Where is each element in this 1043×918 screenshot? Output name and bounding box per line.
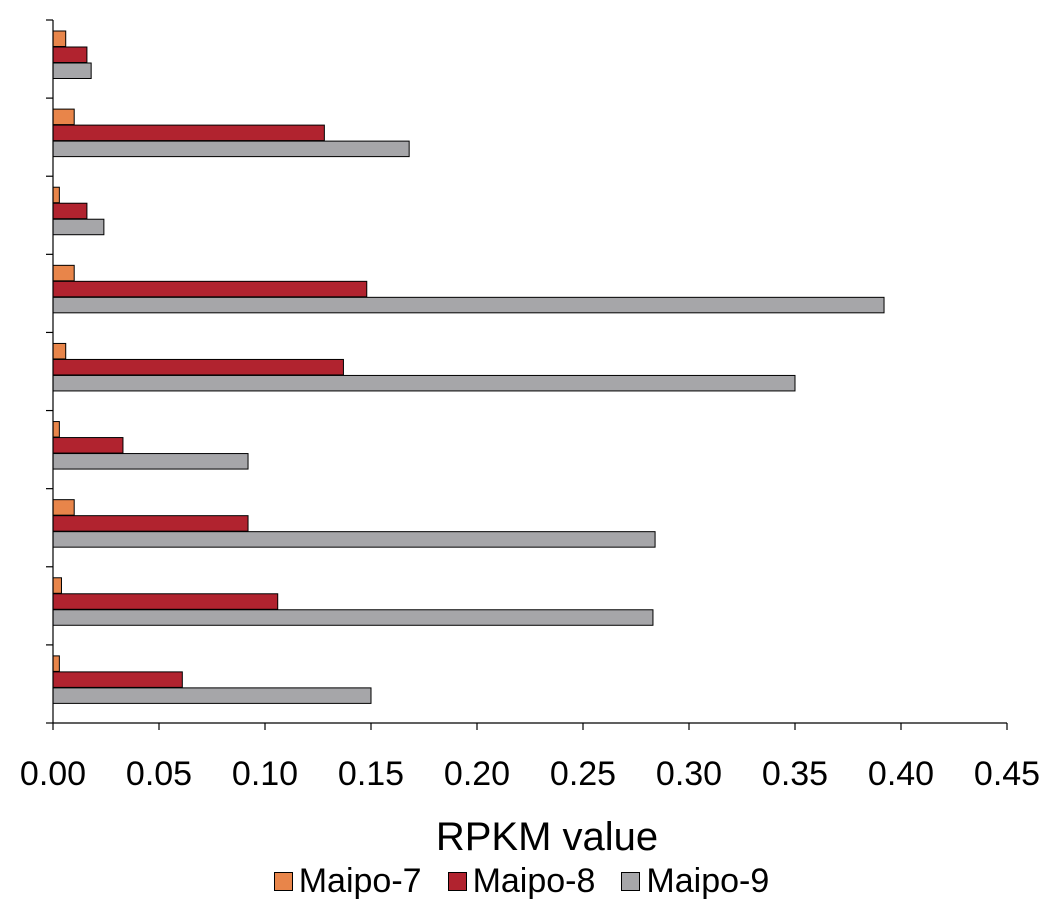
bar-maipo-7-4 — [52, 342, 67, 360]
bar-maipo-9-7 — [52, 609, 654, 626]
bar-maipo-9-5 — [52, 453, 249, 470]
bar-maipo-7-3 — [52, 264, 75, 282]
bar-maipo-7-8 — [52, 655, 60, 672]
bar-maipo-8-5 — [52, 437, 124, 454]
x-tick-label: 0.05 — [126, 755, 192, 793]
legend-label-maipo-8: Maipo-8 — [472, 862, 596, 900]
bar-maipo-8-7 — [52, 593, 279, 610]
bar-maipo-8-6 — [52, 515, 249, 532]
legend-item-maipo-9: Maipo-9 — [621, 862, 769, 901]
legend: Maipo-7 Maipo-8 Maipo-9 — [0, 862, 1043, 901]
bar-maipo-8-8 — [52, 671, 183, 688]
axes-group — [46, 19, 1008, 730]
bar-maipo-9-2 — [52, 218, 105, 236]
x-tick-label: 0.20 — [444, 755, 510, 793]
x-tick-label: 0.15 — [338, 755, 404, 793]
bar-maipo-9-4 — [52, 374, 796, 392]
bars-group — [52, 30, 885, 704]
legend-swatch-maipo-7 — [273, 872, 293, 891]
bar-maipo-7-7 — [52, 577, 62, 594]
x-tick-label: 0.35 — [762, 755, 828, 793]
legend-swatch-maipo-9 — [621, 872, 641, 891]
bar-maipo-9-6 — [52, 531, 656, 548]
x-tick-label: 0.30 — [656, 755, 722, 793]
legend-item-maipo-8: Maipo-8 — [447, 862, 596, 901]
bar-maipo-8-0 — [52, 46, 88, 63]
bar-maipo-8-2 — [52, 202, 88, 220]
bar-maipo-8-1 — [52, 124, 325, 142]
x-tick-label: 0.25 — [550, 755, 616, 793]
x-tick-label: 0.00 — [20, 755, 86, 793]
legend-item-maipo-7: Maipo-7 — [273, 862, 422, 901]
legend-swatch-maipo-8 — [447, 872, 467, 891]
bar-maipo-8-3 — [52, 280, 368, 298]
bar-maipo-7-2 — [52, 186, 60, 204]
x-tick-labels: 0.00 0.05 0.10 0.15 0.20 0.25 0.30 0.35 0.40 0.45 — [20, 755, 1040, 793]
legend-label-maipo-9: Maipo-9 — [646, 862, 770, 900]
bar-maipo-9-1 — [52, 140, 410, 158]
bar-maipo-7-6 — [52, 499, 75, 516]
x-tick-label: 0.40 — [868, 755, 934, 793]
bar-maipo-9-3 — [52, 296, 885, 314]
x-tick-label: 0.45 — [974, 755, 1040, 793]
bar-maipo-9-0 — [52, 62, 92, 79]
bar-maipo-7-5 — [52, 421, 60, 438]
bar-maipo-9-8 — [52, 687, 372, 704]
x-tick-label: 0.10 — [232, 755, 298, 793]
bar-maipo-7-0 — [52, 30, 67, 47]
x-axis-title: RPKM value — [436, 815, 658, 859]
legend-label-maipo-7: Maipo-7 — [298, 862, 422, 900]
bar-maipo-8-4 — [52, 358, 344, 376]
bar-maipo-7-1 — [52, 108, 75, 126]
